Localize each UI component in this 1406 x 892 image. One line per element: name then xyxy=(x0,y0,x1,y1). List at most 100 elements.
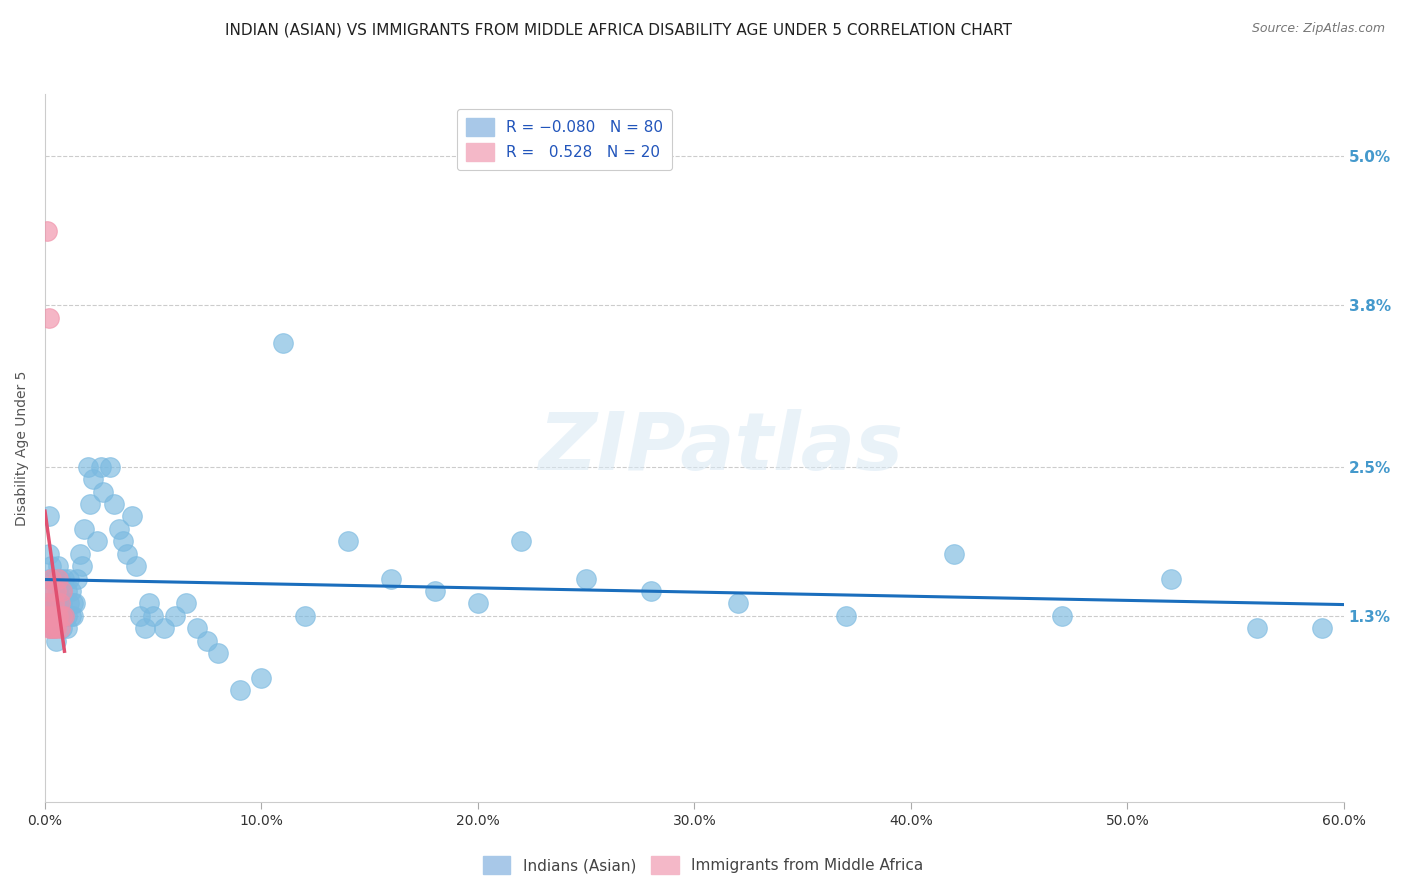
Point xyxy=(55,584,77,599)
Point xyxy=(41,572,63,586)
Point xyxy=(42,596,65,610)
Point xyxy=(59,608,82,623)
Point xyxy=(42,608,65,623)
Point xyxy=(42,608,65,623)
Point xyxy=(62,608,84,623)
Point xyxy=(42,596,65,610)
Point xyxy=(229,683,252,698)
Point xyxy=(98,459,121,474)
Point xyxy=(1052,608,1074,623)
Point xyxy=(42,572,65,586)
Point xyxy=(69,547,91,561)
Point xyxy=(38,584,60,599)
Text: Source: ZipAtlas.com: Source: ZipAtlas.com xyxy=(1251,22,1385,36)
Point xyxy=(467,596,489,610)
Point xyxy=(129,608,152,623)
Point xyxy=(41,608,63,623)
Point xyxy=(1246,621,1268,635)
Point xyxy=(45,608,67,623)
Point xyxy=(65,596,87,610)
Point xyxy=(103,497,125,511)
Point xyxy=(38,310,60,325)
Point xyxy=(163,608,186,623)
Point xyxy=(42,621,65,635)
Point xyxy=(37,608,59,623)
Point xyxy=(51,608,73,623)
Point xyxy=(174,596,197,610)
Point xyxy=(79,497,101,511)
Point xyxy=(38,621,60,635)
Point xyxy=(70,559,93,574)
Point xyxy=(38,547,60,561)
Point xyxy=(195,633,218,648)
Point xyxy=(55,621,77,635)
Point xyxy=(58,596,80,610)
Point xyxy=(271,335,294,350)
Point xyxy=(121,509,143,524)
Legend: Indians (Asian), Immigrants from Middle Africa: Indians (Asian), Immigrants from Middle … xyxy=(477,850,929,880)
Point xyxy=(41,559,63,574)
Point xyxy=(45,608,67,623)
Point xyxy=(55,608,77,623)
Point xyxy=(46,559,69,574)
Point xyxy=(41,621,63,635)
Point xyxy=(93,484,115,499)
Point xyxy=(640,584,662,599)
Point xyxy=(73,522,96,536)
Point xyxy=(1160,572,1182,586)
Point xyxy=(943,547,966,561)
Point xyxy=(77,459,100,474)
Point xyxy=(41,584,63,599)
Point xyxy=(41,621,63,635)
Point xyxy=(37,224,59,238)
Point xyxy=(107,522,129,536)
Point xyxy=(51,584,73,599)
Point xyxy=(42,621,65,635)
Point xyxy=(66,572,89,586)
Point xyxy=(423,584,446,599)
Point xyxy=(86,534,108,549)
Legend: R = −0.080   N = 80, R =   0.528   N = 20: R = −0.080 N = 80, R = 0.528 N = 20 xyxy=(457,109,672,170)
Point xyxy=(138,596,160,610)
Point xyxy=(90,459,112,474)
Point xyxy=(45,621,67,635)
Point xyxy=(46,584,69,599)
Point xyxy=(186,621,208,635)
Point xyxy=(380,572,402,586)
Point xyxy=(58,572,80,586)
Point xyxy=(82,472,104,486)
Point xyxy=(37,596,59,610)
Point xyxy=(1310,621,1333,635)
Point xyxy=(337,534,360,549)
Point xyxy=(49,608,72,623)
Point xyxy=(250,671,273,685)
Point xyxy=(51,584,73,599)
Point xyxy=(153,621,176,635)
Point xyxy=(207,646,229,660)
Point xyxy=(45,633,67,648)
Point xyxy=(59,584,82,599)
Point xyxy=(134,621,156,635)
Point xyxy=(62,596,84,610)
Point xyxy=(38,572,60,586)
Point xyxy=(46,572,69,586)
Point xyxy=(835,608,858,623)
Point xyxy=(46,608,69,623)
Point xyxy=(49,572,72,586)
Point xyxy=(38,509,60,524)
Point xyxy=(46,608,69,623)
Point xyxy=(115,547,138,561)
Point xyxy=(727,596,749,610)
Point xyxy=(142,608,165,623)
Point xyxy=(53,608,76,623)
Point xyxy=(49,596,72,610)
Point xyxy=(294,608,316,623)
Point xyxy=(111,534,134,549)
Point xyxy=(53,572,76,586)
Point xyxy=(51,621,73,635)
Point xyxy=(45,596,67,610)
Point xyxy=(510,534,533,549)
Point xyxy=(41,608,63,623)
Point xyxy=(45,584,67,599)
Point xyxy=(125,559,148,574)
